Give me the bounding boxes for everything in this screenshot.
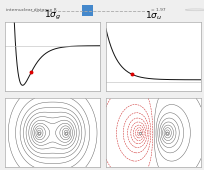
Title: 1$\sigma_g$: 1$\sigma_g$ [44,9,61,22]
FancyBboxPatch shape [82,5,93,16]
Text: = 1.97: = 1.97 [151,8,166,12]
Title: 1$\sigma_u$: 1$\sigma_u$ [145,10,162,22]
Text: internuclear distance R: internuclear distance R [6,8,57,12]
